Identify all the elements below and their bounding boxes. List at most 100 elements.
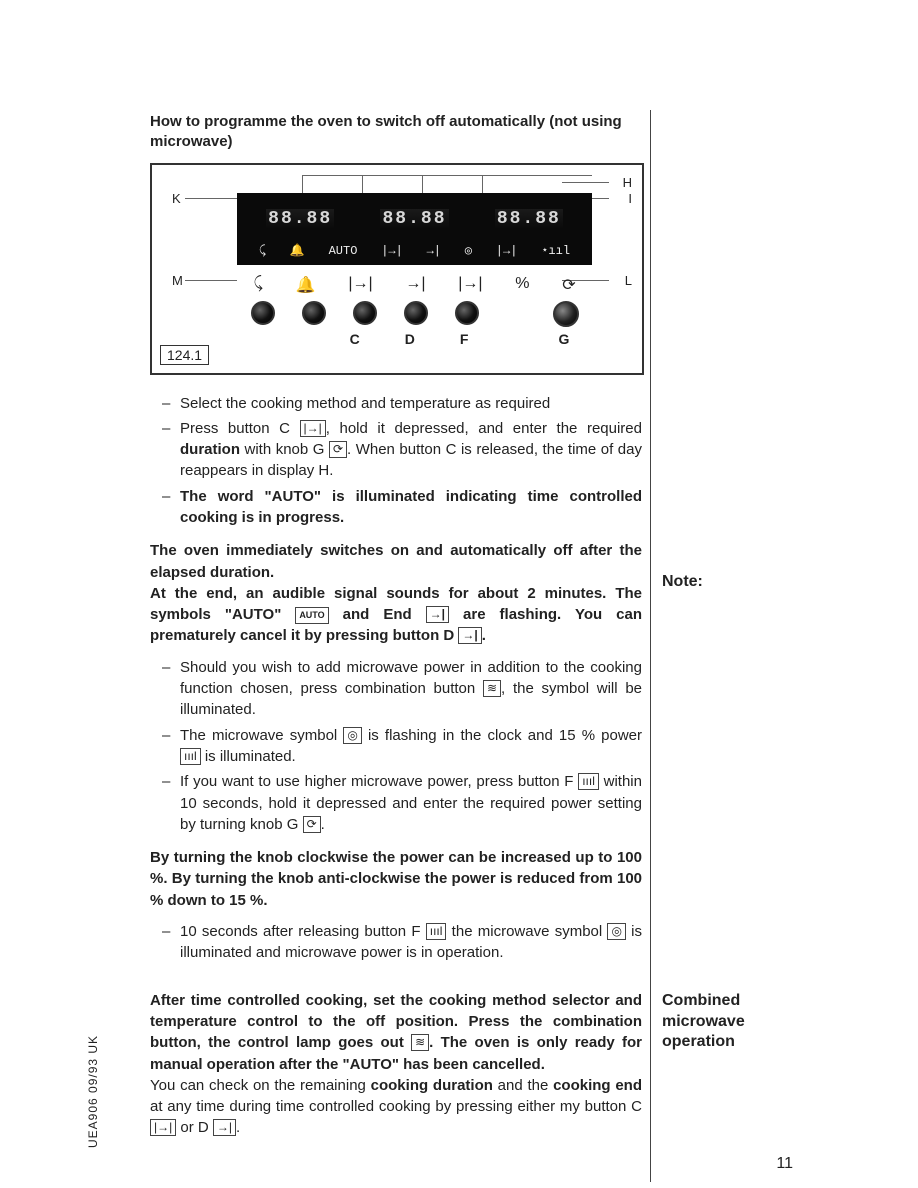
- diagram-label-h: H: [623, 175, 632, 190]
- panel-knob: [404, 301, 428, 325]
- page: How to programme the oven to switch off …: [0, 0, 918, 1188]
- guide-line: [362, 175, 363, 193]
- section-heading: How to programme the oven to switch off …: [150, 112, 642, 153]
- text: the microwave symbol: [446, 923, 607, 940]
- column-divider: [650, 110, 651, 1182]
- panel-icon: ⤹: [253, 275, 263, 295]
- lcd-symbol: ⤹: [259, 244, 266, 258]
- text: Press button C: [180, 420, 300, 437]
- lcd-group: 88.88: [266, 209, 334, 229]
- list-item: The microwave symbol ◎ is flashing in th…: [162, 725, 642, 768]
- lcd-symbol: |→|: [496, 244, 518, 258]
- text: .: [482, 627, 486, 644]
- text: .: [321, 816, 325, 833]
- diagram-label-m: M: [172, 273, 183, 288]
- diagram-label-l: L: [625, 273, 632, 288]
- text: with knob G: [240, 441, 329, 458]
- diagram-label-k: K: [172, 191, 181, 206]
- panel-icon: |→|: [458, 275, 482, 295]
- after-cooking-paragraph: After time controlled cooking, set the c…: [150, 990, 642, 1139]
- text: is flashing in the clock and 15 % power: [362, 727, 642, 744]
- knob-label: C: [350, 331, 360, 347]
- text: at any time during time controlled cooki…: [150, 1098, 642, 1115]
- list-item: Press button C |→|, hold it depressed, a…: [162, 418, 642, 482]
- bold-text: The word "AUTO" is illuminated indicatin…: [180, 488, 642, 526]
- guide-line: [562, 182, 609, 183]
- inline-symbol: ≋: [411, 1034, 429, 1051]
- lcd-symbol: ⋆ııl: [541, 243, 570, 258]
- knob-label: F: [460, 331, 469, 347]
- inline-symbol: →|: [213, 1119, 236, 1136]
- bold-text: cooking duration: [371, 1077, 493, 1094]
- inline-symbol: ◎: [607, 923, 625, 940]
- guide-line: [302, 175, 592, 176]
- panel-icon: ⟳: [562, 275, 575, 295]
- inline-symbol: ıııl: [578, 773, 599, 790]
- instruction-list-2: Should you wish to add microwave power i…: [150, 657, 642, 835]
- power-paragraph: By turning the knob clockwise the power …: [150, 847, 642, 911]
- list-item: Should you wish to add microwave power i…: [162, 657, 642, 721]
- panel-knob: [455, 301, 479, 325]
- document-code: UEA906 09/93 UK: [86, 1035, 100, 1148]
- text: 10 seconds after releasing button F: [180, 923, 426, 940]
- panel-icon: %: [515, 275, 529, 295]
- diagram-label-i: I: [628, 191, 632, 206]
- text: , hold it depressed, and enter the requi…: [326, 420, 642, 437]
- button-icons-row: ⤹ 🔔 |→| →| |→| % ⟳: [237, 275, 592, 295]
- guide-line: [185, 280, 237, 281]
- figure-number: 124.1: [160, 345, 209, 365]
- inline-symbol: ≋: [483, 680, 501, 697]
- knob-label: G: [559, 331, 570, 347]
- inline-symbol: |→|: [300, 420, 326, 437]
- list-item: 10 seconds after releasing button F ıııl…: [162, 921, 642, 964]
- text: microwave: [662, 1013, 745, 1030]
- inline-symbol: ıııl: [426, 923, 447, 940]
- inline-symbol: ⟳: [329, 441, 347, 458]
- bold-text: duration: [180, 441, 240, 458]
- text: and End: [329, 606, 426, 623]
- panel-icon: 🔔: [296, 275, 316, 295]
- text: You can check on the remaining: [150, 1077, 371, 1094]
- main-column: How to programme the oven to switch off …: [150, 112, 642, 1149]
- instruction-list-1: Select the cooking method and temperatur…: [150, 393, 642, 529]
- knob-row: [237, 301, 592, 327]
- lcd-digits: 88.88 88.88 88.88: [237, 193, 592, 239]
- guide-line: [422, 175, 423, 193]
- lcd-symbol: ◎: [465, 243, 472, 258]
- side-note-label: Note:: [662, 572, 792, 593]
- lcd-symbol: 🔔: [290, 243, 305, 258]
- knob-label-row: C D F G: [237, 331, 592, 347]
- panel-knob: [353, 301, 377, 325]
- lcd-group: 88.88: [495, 209, 563, 229]
- knob-label: D: [405, 331, 415, 347]
- inline-symbol: →|: [458, 627, 481, 644]
- lcd-group: 88.88: [380, 209, 448, 229]
- instruction-list-3: 10 seconds after releasing button F ıııl…: [150, 921, 642, 964]
- text: .: [236, 1119, 240, 1136]
- panel-knob-main: [553, 301, 579, 327]
- panel-icon: |→|: [348, 275, 372, 295]
- lcd-symbol-row: ⤹ 🔔 AUTO |→| →| ◎ |→| ⋆ııl: [237, 239, 592, 263]
- text: Combined: [662, 992, 740, 1009]
- lcd-symbol: AUTO: [329, 244, 358, 258]
- control-panel-diagram: K M H I L 88.88 88.88 88.88 ⤹ 🔔 AUTO |→|…: [150, 163, 644, 375]
- guide-line: [302, 175, 303, 193]
- side-column: Note: Combined microwave operation: [662, 112, 792, 1053]
- list-item: If you want to use higher microwave powe…: [162, 771, 642, 835]
- inline-symbol: AUTO: [295, 607, 328, 624]
- bold-text: After time controlled cooking, set the c…: [150, 992, 642, 1073]
- inline-symbol: →|: [426, 606, 449, 623]
- inline-symbol: |→|: [150, 1119, 176, 1136]
- text: If you want to use higher microwave powe…: [180, 773, 578, 790]
- list-item: The word "AUTO" is illuminated indicatin…: [162, 486, 642, 529]
- lcd-symbol: |→|: [381, 244, 403, 258]
- text: and the: [493, 1077, 553, 1094]
- note-paragraph: The oven immediately switches on and aut…: [150, 540, 642, 646]
- list-item: Select the cooking method and temperatur…: [162, 393, 642, 414]
- text: The microwave symbol: [180, 727, 343, 744]
- panel-knob: [302, 301, 326, 325]
- text: is illuminated.: [201, 748, 296, 765]
- lcd-panel: 88.88 88.88 88.88 ⤹ 🔔 AUTO |→| →| ◎ |→| …: [237, 193, 592, 265]
- lcd-symbol: →|: [427, 244, 441, 258]
- text: or D: [176, 1119, 213, 1136]
